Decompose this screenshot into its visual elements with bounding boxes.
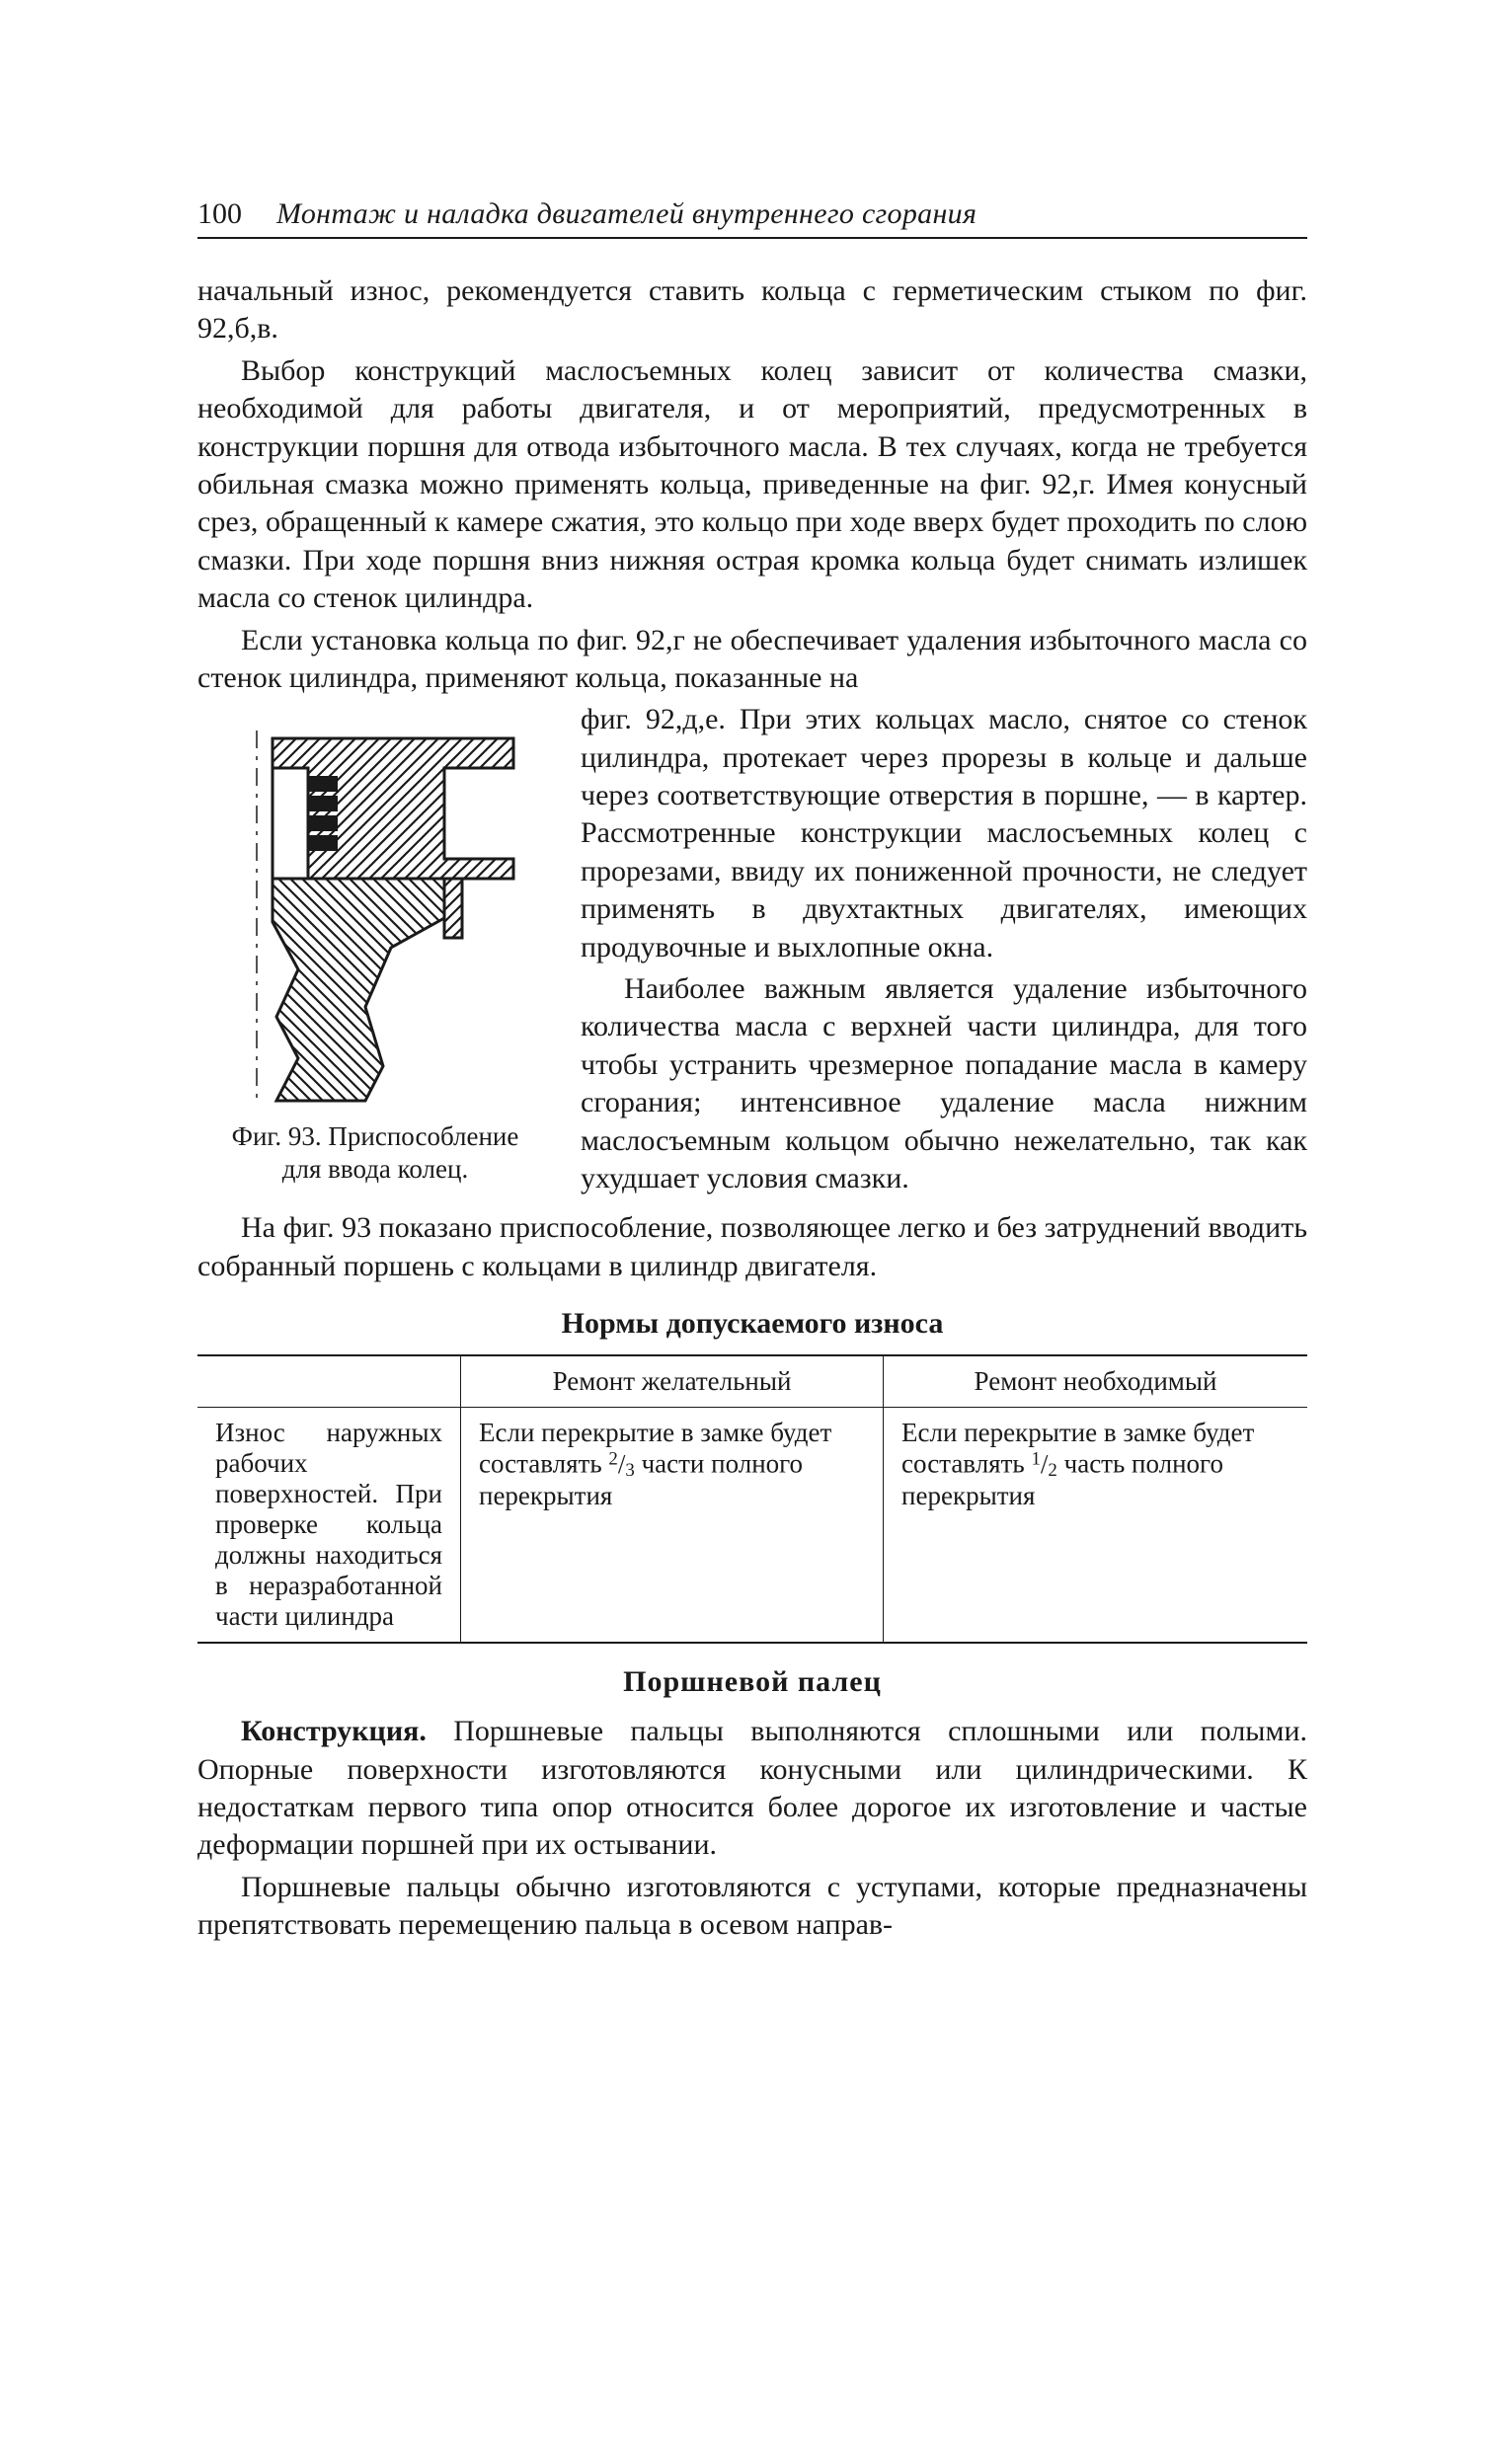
figure-93-svg <box>217 711 533 1106</box>
running-title: Монтаж и наладка двигателей внутреннего … <box>276 197 1307 231</box>
paragraph-8: Поршневые пальцы обычно изготовляются с … <box>197 1869 1307 1945</box>
table-head-row: Ремонт желательный Ремонт необходимый <box>197 1355 1307 1408</box>
table-cell-c2: Если перекрытие в замке будет составлять… <box>461 1408 884 1644</box>
table-head-empty <box>197 1355 461 1408</box>
fraction-num: 1 <box>1031 1448 1040 1469</box>
figure-caption-line2: для ввода колец. <box>282 1154 468 1184</box>
paragraph-4: фиг. 92,д,е. При этих кольцах масло, сня… <box>581 701 1307 966</box>
fraction-num: 2 <box>608 1448 617 1469</box>
fraction-1-2: 1/2 <box>1031 1449 1056 1479</box>
page-number: 100 <box>197 197 276 231</box>
table-head-col3: Ремонт необходимый <box>884 1355 1307 1408</box>
fraction-den: 2 <box>1048 1459 1056 1480</box>
table-row: Износ наружных рабочих поверхностей. При… <box>197 1408 1307 1644</box>
paragraph-6: На фиг. 93 показано приспособление, позв… <box>197 1209 1307 1285</box>
table-head-col2: Ремонт желательный <box>461 1355 884 1408</box>
figure-93-caption: Фиг. 93. Приспособление для ввода колец. <box>197 1120 553 1185</box>
figure-text-row: Фиг. 93. Приспособление для ввода колец.… <box>197 701 1307 1201</box>
paragraph-1: начальный износ, рекомендуется ставить к… <box>197 272 1307 348</box>
running-head: 100 Монтаж и наладка двигателей внутренн… <box>197 197 1307 239</box>
paragraph-7-lead: Конструкция. <box>241 1715 427 1747</box>
fraction-den: 3 <box>625 1459 634 1480</box>
fraction-2-3: 2/3 <box>608 1449 634 1479</box>
table-cell-c3: Если перекрытие в замке будет составлять… <box>884 1408 1307 1644</box>
wear-table: Ремонт желательный Ремонт необходимый Из… <box>197 1354 1307 1644</box>
table-title: Нормы допускаемого износа <box>197 1307 1307 1341</box>
paragraph-2: Выбор конструкций маслосъемных колец зав… <box>197 352 1307 618</box>
section-title-pin: Поршневой палец <box>197 1665 1307 1699</box>
page: 100 Монтаж и наладка двигателей внутренн… <box>0 0 1485 2464</box>
figure-column: Фиг. 93. Приспособление для ввода колец. <box>197 701 553 1201</box>
paragraph-5: Наиболее важным является удаление избыто… <box>581 970 1307 1197</box>
text-beside-figure: фиг. 92,д,е. При этих кольцах масло, сня… <box>581 701 1307 1201</box>
paragraph-7: Конструкция. Поршневые пальцы выполняютс… <box>197 1713 1307 1865</box>
table-cell-c1: Износ наружных рабочих поверхностей. При… <box>197 1408 461 1644</box>
paragraph-3: Если установка кольца по фиг. 92,г не об… <box>197 622 1307 698</box>
figure-caption-line1: Фиг. 93. Приспособление <box>232 1121 519 1151</box>
